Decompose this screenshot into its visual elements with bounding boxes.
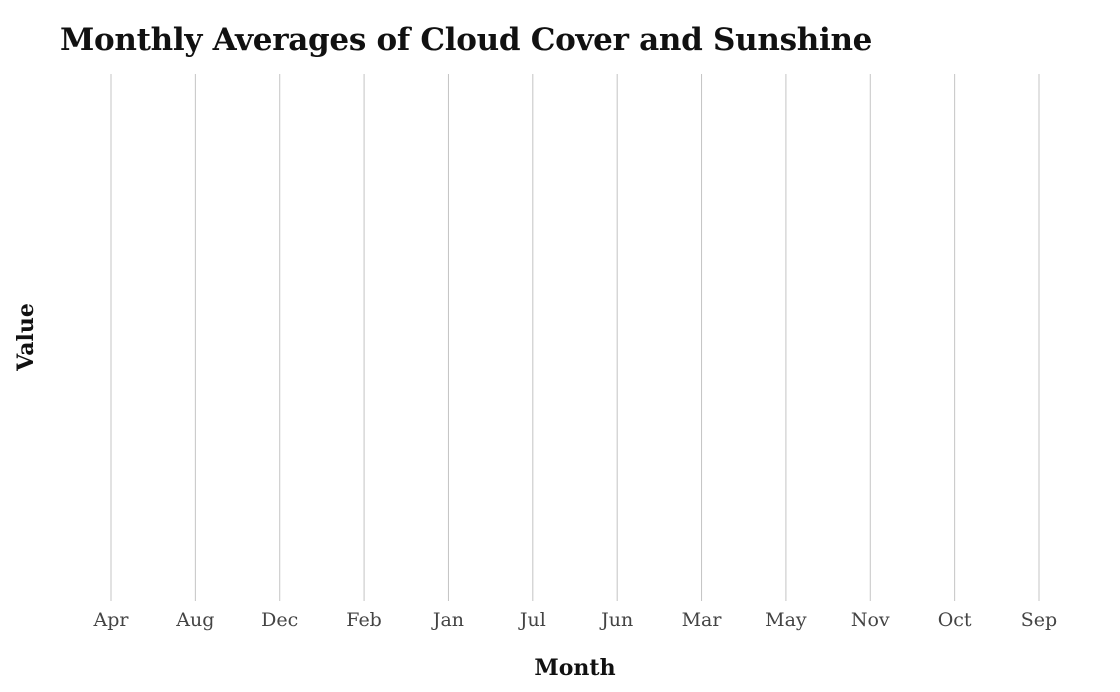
x-tick-label: May	[765, 609, 807, 631]
x-tick-label: Jul	[518, 609, 546, 631]
x-tick-layer: Apr Aug Dec Feb Jan Jul Jun Mar May Nov Oct Sep	[93, 609, 1058, 631]
x-tick-label: Mar	[682, 609, 723, 631]
x-tick-label: Feb	[346, 609, 382, 631]
x-axis-label: Month	[534, 655, 616, 681]
chart-title: Monthly Averages of Cloud Cover and Suns…	[60, 22, 873, 58]
grid-layer	[110, 74, 1040, 601]
x-tick-label: Aug	[175, 609, 214, 631]
x-tick-label: Apr	[93, 609, 130, 631]
x-tick-label: Nov	[851, 609, 890, 631]
x-tick-label: Jun	[599, 609, 633, 631]
x-tick-label: Jan	[431, 609, 464, 631]
x-tick-label: Sep	[1021, 609, 1057, 631]
x-tick-label: Oct	[938, 609, 972, 631]
x-tick-label: Dec	[261, 609, 298, 631]
